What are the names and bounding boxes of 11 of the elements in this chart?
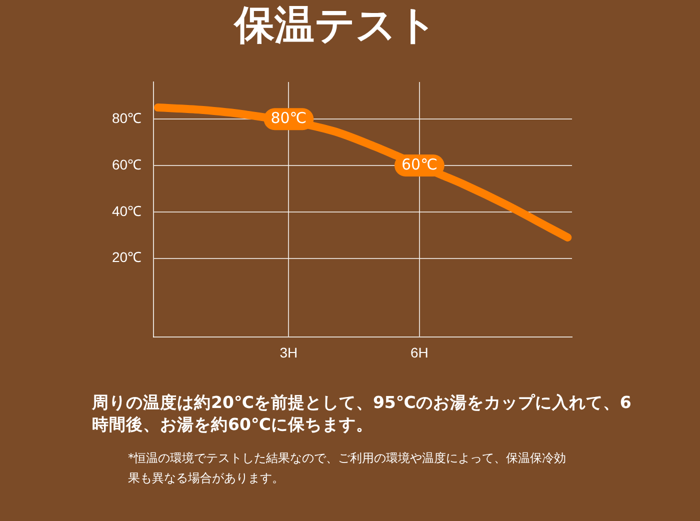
x-tick-label: 6H — [410, 344, 428, 360]
x-tick-label: 3H — [280, 344, 298, 360]
text: 周りの温度は約20℃を前提として、95℃のお湯をカップに入れて、6時間後、お湯を約60℃に保ちます。 — [92, 392, 632, 436]
y-tick-label: 60℃ — [112, 156, 142, 172]
annotation: 60℃ — [401, 155, 438, 174]
y-tick-label: 20℃ — [112, 249, 142, 266]
chart-title: 保温テスト — [232, 2, 438, 48]
y-tick-label: 80℃ — [112, 110, 142, 126]
annotation: 80℃ — [270, 109, 307, 128]
text: *恒温の環境でテストした結果なので、ご利用の環境や温度によって、保温保冷効果も異なる場合があります。 — [128, 450, 567, 487]
y-tick-label: 40℃ — [112, 202, 142, 219]
